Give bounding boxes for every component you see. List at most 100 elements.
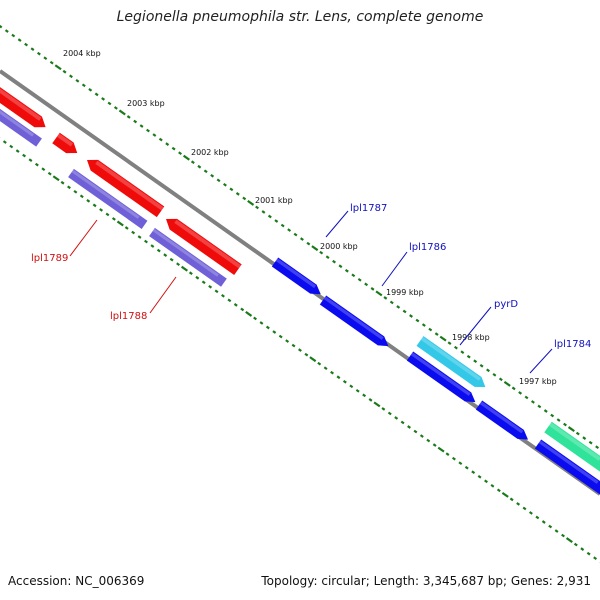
tick-mark: [407, 425, 411, 429]
tick-mark: [214, 289, 219, 294]
tick-mark: [370, 287, 375, 291]
gene-pyrD[interactable]: [416, 336, 489, 392]
gene-purple-2-shape: [68, 168, 148, 229]
tick-mark: [409, 314, 413, 318]
tick-mark: [445, 452, 450, 456]
tick-mark: [548, 524, 553, 529]
tick-mark: [274, 219, 279, 223]
tick-mark: [567, 426, 575, 433]
tick-mark: [182, 154, 190, 161]
tick-mark: [325, 255, 330, 260]
tick-mark: [595, 445, 600, 450]
callout-lpl1786: [381, 251, 408, 287]
tick-mark: [383, 296, 388, 300]
kbp-label-2000: 2000 kbp: [320, 242, 358, 251]
gene-green-shape: [544, 421, 600, 473]
tick-mark: [146, 128, 150, 133]
tick-mark: [317, 361, 322, 366]
tick-mark: [11, 33, 16, 38]
gene-red-3[interactable]: [83, 155, 165, 218]
tick-mark: [201, 280, 206, 285]
tick-mark: [364, 282, 369, 287]
tick-mark: [516, 502, 521, 506]
tick-mark: [419, 434, 424, 438]
tick-mark: [34, 162, 39, 167]
tick-mark: [163, 253, 168, 257]
tick-mark: [118, 109, 126, 116]
tick-mark: [242, 196, 247, 201]
tick-mark: [439, 335, 447, 342]
tick-mark: [471, 470, 476, 475]
tick-mark: [528, 511, 533, 515]
tick-mark: [156, 248, 161, 253]
tick-mark: [375, 290, 383, 297]
kbp-label-1998: 1998 kbp: [452, 333, 490, 342]
tick-mark: [338, 264, 343, 269]
tick-mark: [105, 212, 110, 217]
tick-mark: [126, 115, 131, 119]
tick-mark: [116, 220, 124, 227]
gene-blue-3[interactable]: [406, 351, 479, 407]
tick-mark: [509, 497, 514, 502]
callout-lpl1788: [149, 276, 177, 314]
gene-blue-5-highlight: [538, 440, 599, 484]
gene-purple-3[interactable]: [149, 227, 227, 287]
tick-mark: [452, 456, 456, 461]
gene-red-4-shape: [166, 218, 242, 276]
gene-label-lpl1788: lpl1788: [110, 311, 147, 322]
tick-mark: [15, 149, 20, 153]
gene-red-2[interactable]: [52, 132, 81, 159]
tick-mark: [28, 158, 33, 162]
gene-red-1[interactable]: [0, 82, 49, 133]
tick-mark: [188, 271, 193, 276]
tick-mark: [460, 350, 465, 355]
tick-mark: [180, 265, 188, 272]
tick-mark: [575, 431, 580, 436]
tick-mark: [332, 259, 336, 264]
tick-mark: [400, 420, 405, 425]
tick-mark: [300, 237, 304, 241]
tick-mark: [492, 372, 497, 377]
gene-green[interactable]: [544, 421, 600, 473]
kbp-label-2004: 2004 kbp: [63, 49, 101, 58]
tick-mark: [593, 556, 598, 561]
gene-purple-1[interactable]: [0, 103, 42, 147]
tick-mark: [169, 257, 174, 262]
gene-red-4[interactable]: [162, 214, 242, 276]
tick-mark: [247, 200, 255, 206]
gene-purple-2[interactable]: [68, 168, 148, 229]
tick-mark: [381, 407, 386, 411]
gene-pyrD-highlight: [420, 336, 481, 381]
gene-blue-3-shape: [406, 351, 476, 403]
tick-mark: [265, 325, 270, 330]
tick-mark: [41, 167, 46, 172]
tick-mark: [36, 51, 41, 56]
tick-mark: [152, 133, 157, 137]
tick-mark: [434, 332, 439, 336]
callout-pyrD: [459, 306, 492, 346]
gene-lpl1786-highlight: [323, 296, 384, 340]
gene-red-1-shape: [0, 82, 46, 128]
gene-red-4-highlight: [174, 219, 242, 269]
gene-label-lpl1787: lpl1787: [350, 203, 387, 214]
gene-lpl1784-highlight: [479, 401, 524, 434]
tick-mark: [203, 169, 208, 174]
gene-lpl1786[interactable]: [319, 295, 392, 351]
tick-mark: [75, 78, 80, 83]
gene-red-2-shape: [52, 132, 78, 154]
tick-mark: [413, 429, 418, 434]
tick-mark: [432, 443, 437, 447]
tick-mark: [137, 235, 142, 239]
tick-mark: [190, 160, 195, 165]
tick-mark: [233, 303, 238, 307]
gene-blue-5[interactable]: [534, 439, 600, 495]
tick-mark: [428, 327, 433, 332]
gene-lpl1787[interactable]: [271, 257, 324, 299]
gene-lpl1784[interactable]: [475, 400, 531, 445]
tick-mark: [255, 205, 259, 210]
tick-mark: [267, 214, 272, 219]
callout-lpl1787: [325, 210, 349, 238]
tick-mark: [73, 189, 78, 194]
outer-tick-track: [0, 24, 600, 450]
tick-mark: [402, 309, 407, 314]
